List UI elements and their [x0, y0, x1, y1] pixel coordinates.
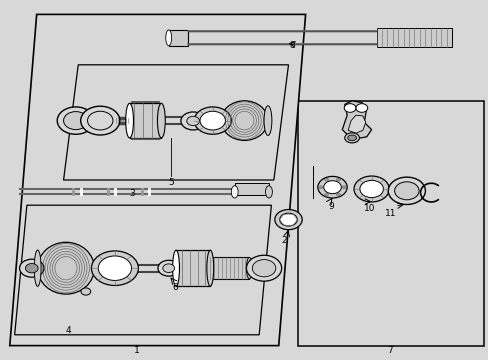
- Circle shape: [323, 181, 341, 194]
- Ellipse shape: [264, 106, 271, 135]
- Ellipse shape: [344, 133, 359, 143]
- Text: 8: 8: [289, 40, 295, 49]
- Text: 1: 1: [134, 346, 140, 355]
- Circle shape: [81, 288, 91, 295]
- Ellipse shape: [172, 250, 179, 286]
- Text: 11: 11: [385, 209, 396, 218]
- Bar: [129, 103, 161, 138]
- Circle shape: [336, 178, 340, 181]
- Bar: [176, 250, 210, 286]
- Circle shape: [20, 259, 44, 277]
- Text: 6: 6: [172, 283, 178, 292]
- Circle shape: [200, 111, 225, 130]
- Circle shape: [324, 178, 328, 181]
- Polygon shape: [63, 65, 288, 180]
- Circle shape: [63, 112, 88, 130]
- Circle shape: [387, 177, 425, 204]
- Bar: [376, 28, 451, 47]
- Circle shape: [344, 104, 355, 112]
- Ellipse shape: [246, 257, 252, 279]
- Circle shape: [318, 186, 322, 189]
- Ellipse shape: [231, 186, 238, 198]
- Circle shape: [57, 107, 94, 134]
- Circle shape: [274, 210, 302, 230]
- Circle shape: [25, 264, 38, 273]
- Circle shape: [279, 213, 297, 226]
- Circle shape: [87, 111, 113, 130]
- Ellipse shape: [125, 103, 133, 138]
- Circle shape: [252, 260, 275, 277]
- Circle shape: [186, 116, 199, 126]
- Text: 9: 9: [328, 202, 334, 211]
- Circle shape: [81, 106, 120, 135]
- Text: 7: 7: [386, 346, 392, 355]
- Circle shape: [181, 112, 205, 130]
- Text: 3: 3: [129, 189, 135, 198]
- Circle shape: [91, 251, 138, 285]
- Text: 10: 10: [363, 204, 375, 213]
- Circle shape: [98, 256, 131, 280]
- Text: 2: 2: [281, 236, 287, 245]
- Circle shape: [353, 176, 388, 202]
- Circle shape: [158, 260, 179, 276]
- Bar: [168, 30, 188, 46]
- Bar: [234, 183, 268, 195]
- Circle shape: [324, 193, 328, 196]
- Polygon shape: [15, 205, 271, 335]
- Polygon shape: [347, 115, 365, 133]
- Ellipse shape: [165, 30, 171, 46]
- Circle shape: [163, 264, 174, 273]
- Polygon shape: [10, 14, 305, 346]
- Circle shape: [342, 186, 346, 189]
- Text: 4: 4: [65, 326, 71, 335]
- Text: 5: 5: [168, 178, 174, 187]
- Circle shape: [317, 176, 346, 198]
- Ellipse shape: [347, 135, 356, 141]
- Ellipse shape: [221, 101, 267, 140]
- Ellipse shape: [206, 250, 213, 286]
- Polygon shape: [342, 101, 371, 139]
- Ellipse shape: [265, 186, 272, 198]
- Circle shape: [336, 193, 340, 196]
- Ellipse shape: [38, 242, 94, 294]
- Ellipse shape: [157, 103, 165, 138]
- Circle shape: [194, 107, 231, 134]
- Circle shape: [394, 182, 418, 200]
- Bar: [210, 257, 249, 279]
- Circle shape: [355, 104, 367, 112]
- Bar: [298, 101, 483, 346]
- Ellipse shape: [34, 250, 41, 286]
- Circle shape: [246, 255, 281, 281]
- Circle shape: [359, 180, 383, 198]
